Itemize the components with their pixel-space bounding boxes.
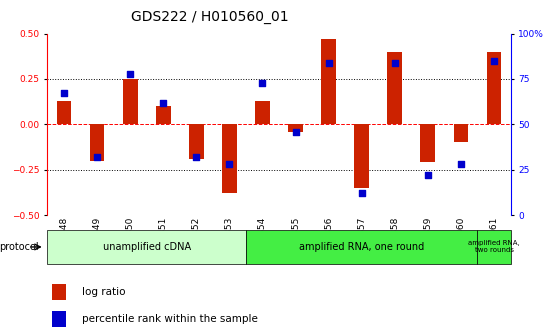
Point bbox=[225, 162, 234, 167]
Point bbox=[424, 172, 432, 178]
Point bbox=[126, 71, 134, 76]
Text: amplified RNA,
two rounds: amplified RNA, two rounds bbox=[468, 241, 520, 253]
Bar bbox=[123, 79, 138, 124]
Bar bbox=[321, 39, 336, 124]
Text: amplified RNA, one round: amplified RNA, one round bbox=[299, 242, 424, 252]
Bar bbox=[90, 124, 104, 161]
Text: unamplified cDNA: unamplified cDNA bbox=[103, 242, 191, 252]
Bar bbox=[189, 124, 204, 159]
Point bbox=[489, 58, 498, 64]
Bar bbox=[47, 230, 246, 264]
Point bbox=[60, 91, 69, 96]
Bar bbox=[255, 101, 270, 124]
Bar bbox=[387, 52, 402, 124]
Bar bbox=[288, 124, 303, 132]
Point bbox=[192, 154, 201, 160]
Bar bbox=[52, 284, 66, 300]
Text: log ratio: log ratio bbox=[82, 287, 126, 297]
Bar bbox=[246, 230, 478, 264]
Bar bbox=[52, 311, 66, 327]
Point bbox=[158, 100, 167, 105]
Point bbox=[93, 154, 102, 160]
Point bbox=[390, 60, 399, 65]
Text: GDS222 / H010560_01: GDS222 / H010560_01 bbox=[131, 10, 288, 24]
Text: protocol: protocol bbox=[0, 242, 39, 252]
Bar bbox=[478, 230, 511, 264]
Bar bbox=[354, 124, 369, 188]
Point bbox=[456, 162, 465, 167]
Bar bbox=[156, 106, 171, 124]
Point bbox=[357, 191, 366, 196]
Bar bbox=[56, 101, 71, 124]
Text: percentile rank within the sample: percentile rank within the sample bbox=[82, 314, 258, 324]
Bar bbox=[487, 52, 502, 124]
Bar bbox=[222, 124, 237, 193]
Point bbox=[291, 129, 300, 134]
Bar bbox=[454, 124, 468, 142]
Point bbox=[258, 80, 267, 85]
Point bbox=[324, 60, 333, 65]
Bar bbox=[420, 124, 435, 162]
